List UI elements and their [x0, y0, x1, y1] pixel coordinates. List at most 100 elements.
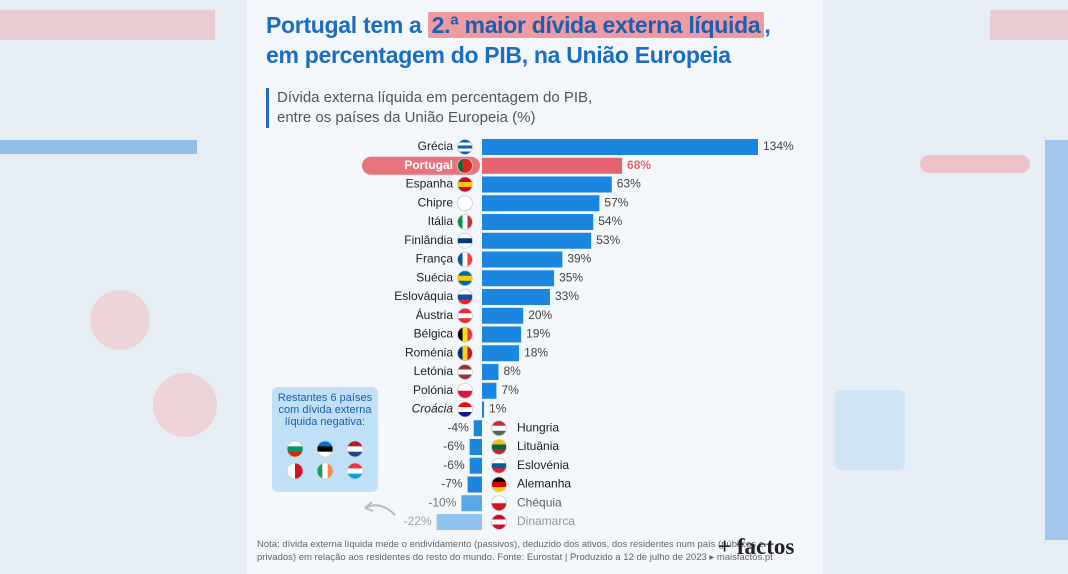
category-label: Portugal [404, 158, 453, 172]
category-label: Eslovénia [517, 458, 569, 472]
flag-stripe [491, 425, 507, 432]
flag-stripe [491, 503, 507, 511]
flag-stripe [491, 449, 507, 455]
flag-stripe [467, 327, 473, 342]
flag-stripe [467, 345, 473, 361]
category-label: Dinamarca [517, 514, 575, 528]
flag [457, 402, 473, 417]
row: Eslováquia 33% [394, 289, 579, 305]
category-label: França [416, 252, 454, 266]
flag [317, 463, 333, 479]
category-label: Hungria [517, 420, 559, 434]
flag-rim [346, 440, 364, 458]
blur-icon [90, 290, 150, 350]
blur-title [990, 10, 1068, 40]
value-label: 20% [528, 308, 552, 322]
flag-stripe [457, 139, 473, 143]
flag-stripe [491, 430, 507, 436]
flag-stripe [462, 345, 468, 361]
category-label: Finlândia [404, 233, 453, 247]
blur-bar [0, 140, 197, 154]
logo: + factos [718, 534, 795, 559]
flag-stripe [462, 214, 468, 230]
flag-stripe [467, 214, 473, 230]
value-label: 134% [763, 139, 794, 153]
flag-rim [457, 232, 473, 249]
row: Alemanha -7% [441, 476, 571, 493]
blur-note [835, 390, 905, 470]
flag-stripe [457, 407, 473, 413]
bar [436, 514, 482, 530]
flag-stripe [491, 420, 507, 427]
blur-icon [153, 373, 217, 437]
flag-stripe [457, 308, 473, 314]
bar [469, 439, 482, 455]
flag-stripe [457, 195, 473, 204]
bar [482, 195, 600, 212]
flag-stripe [457, 313, 473, 319]
flag-stripe [347, 468, 363, 475]
flag-rim [457, 214, 473, 230]
flag-stripe [347, 463, 363, 469]
footnote-line: privados) em relação aos residentes do r… [257, 552, 773, 563]
flag-stripe [457, 148, 473, 152]
flag [457, 308, 473, 324]
category-label: Grécia [418, 139, 454, 153]
flag-rim [457, 251, 473, 268]
subtitle-line: Dívida externa líquida em percentagem do… [277, 89, 593, 106]
flag-rim [457, 157, 473, 174]
bar [482, 401, 485, 418]
value-label: 39% [567, 252, 591, 266]
bar [482, 251, 563, 268]
flag-stripe [491, 477, 507, 483]
flag-stripe [287, 463, 296, 479]
value-label: 35% [559, 270, 583, 284]
bar [482, 345, 520, 362]
value-label: -6% [443, 439, 465, 453]
flag-stripe [287, 446, 303, 453]
flag-stripe [462, 327, 468, 342]
flag-stripe [457, 158, 463, 174]
value-label: 68% [627, 158, 651, 172]
flag-stripe [347, 441, 363, 447]
flag-stripe [457, 238, 473, 244]
flag-stripe [457, 145, 473, 149]
flag-stripe [317, 441, 333, 447]
flag-stripe [457, 374, 473, 380]
flag-stripe [457, 280, 473, 286]
flag-stripe [457, 345, 463, 361]
highlight-pill [362, 156, 480, 175]
value-label: 53% [596, 233, 620, 247]
flag [491, 477, 507, 492]
row: Letónia 8% [414, 364, 521, 380]
bar [482, 139, 758, 155]
flag-stripe [457, 182, 473, 188]
flag [287, 441, 303, 457]
flag-stripe [327, 463, 333, 479]
flag-rim [457, 270, 473, 287]
bar [469, 457, 482, 474]
flag-stripe [491, 444, 507, 450]
flag-rim [316, 440, 334, 458]
category-label: Chéquia [517, 495, 562, 509]
flag [491, 439, 507, 455]
flag-stripe [317, 463, 323, 479]
value-label: -22% [404, 514, 432, 528]
bar [482, 364, 499, 380]
category-label: Alemanha [517, 477, 571, 491]
flag-stripe [295, 463, 303, 479]
flag-rim [491, 514, 507, 530]
value-label: 63% [617, 177, 641, 191]
flag-stripe [491, 482, 507, 488]
bar [482, 232, 592, 249]
bar [482, 307, 524, 324]
flag [457, 139, 473, 155]
side-left [0, 0, 247, 574]
value-label: 57% [604, 195, 628, 209]
row: Roménia 18% [405, 345, 548, 362]
category-label: Itália [428, 214, 454, 228]
flag-stripe [457, 151, 473, 155]
flag-rim [457, 382, 473, 399]
flag-stripe [317, 451, 333, 457]
flag-stripe [491, 524, 507, 530]
